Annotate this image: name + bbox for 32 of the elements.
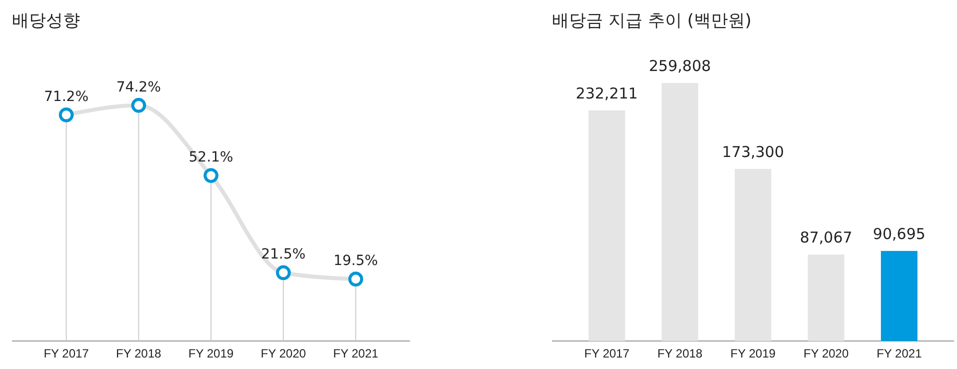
x-tick-label: FY 2020 xyxy=(260,346,306,361)
bar xyxy=(662,83,698,341)
x-tick-label: FY 2021 xyxy=(333,346,379,361)
point xyxy=(348,272,364,286)
x-tick-label: FY 2017 xyxy=(44,346,90,361)
x-tick-label: FY 2020 xyxy=(804,346,849,361)
point xyxy=(204,168,218,183)
data-label: 74.2% xyxy=(116,79,161,96)
bar xyxy=(588,110,626,341)
point xyxy=(276,265,291,280)
bar xyxy=(734,168,772,341)
x-tick-label: FY 2017 xyxy=(584,346,630,361)
x-tick-label: FY 2018 xyxy=(657,346,703,361)
data-label: 19.5% xyxy=(333,253,378,270)
data-label: 87,067 xyxy=(800,228,852,247)
data-label: 90,695 xyxy=(872,224,926,243)
point xyxy=(58,107,74,122)
x-tick-label: FY 2019 xyxy=(188,346,234,361)
data-label: 232,211 xyxy=(576,84,638,102)
chart-title: 배당금 지급 추이 (백만원) xyxy=(552,11,752,31)
x-tick-label: FY 2021 xyxy=(876,346,922,361)
bar xyxy=(808,254,844,341)
data-label: 21.5% xyxy=(261,246,306,263)
point xyxy=(131,98,146,113)
data-label: 52.1% xyxy=(188,150,234,166)
data-label: 259,808 xyxy=(648,57,711,75)
bar xyxy=(880,250,918,341)
x-tick-label: FY 2019 xyxy=(730,346,776,361)
data-label: 71.2% xyxy=(44,88,89,105)
x-tick-label: FY 2018 xyxy=(116,346,162,361)
chart-title: 배당성향 xyxy=(12,11,80,31)
data-label: 173,300 xyxy=(722,142,784,161)
